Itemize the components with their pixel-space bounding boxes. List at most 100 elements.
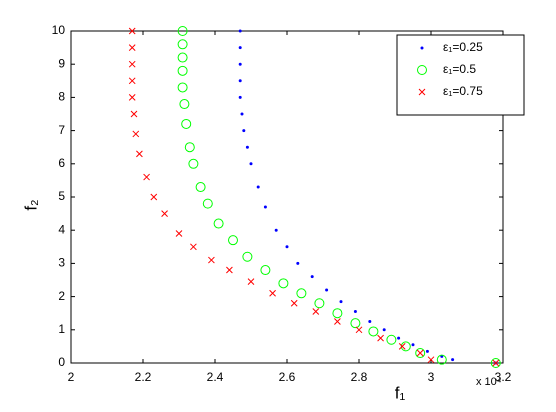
- point: [350, 318, 361, 329]
- point: [436, 354, 447, 365]
- point: [400, 341, 411, 352]
- point: [425, 349, 429, 353]
- point: [177, 82, 188, 93]
- point: [213, 218, 224, 229]
- point: [332, 308, 343, 319]
- point: [188, 158, 199, 169]
- point: [128, 94, 136, 101]
- legend-marker: [417, 65, 427, 75]
- y-tick-label: 6: [58, 156, 65, 170]
- y-tick-label: 8: [58, 90, 65, 104]
- point: [285, 245, 289, 249]
- point: [411, 343, 415, 347]
- point: [128, 44, 136, 51]
- point: [290, 299, 298, 307]
- point: [269, 289, 276, 297]
- point: [353, 310, 357, 314]
- point: [238, 46, 242, 50]
- y-tick-label: 2: [58, 289, 65, 303]
- point: [177, 39, 188, 50]
- x-tick-label: 2.8: [351, 370, 368, 384]
- point: [128, 77, 136, 85]
- point: [179, 99, 190, 110]
- y-tick-label: 7: [58, 123, 65, 137]
- y-axis-label: f₂: [21, 199, 40, 210]
- legend-marker: [420, 46, 424, 50]
- point: [247, 278, 255, 286]
- point: [208, 256, 215, 264]
- point: [310, 275, 314, 279]
- point: [386, 334, 397, 345]
- x-axis-label: f₁: [395, 383, 406, 402]
- point: [130, 110, 138, 118]
- point: [274, 228, 278, 232]
- point: [128, 27, 136, 35]
- point: [136, 150, 143, 158]
- y-tick-label: 9: [58, 56, 65, 70]
- point: [202, 198, 213, 209]
- y-tick-label: 5: [58, 189, 65, 203]
- point: [377, 334, 384, 342]
- point: [260, 265, 271, 276]
- x-tick-label: 3.2: [495, 370, 512, 384]
- point: [249, 162, 253, 166]
- point: [368, 320, 372, 323]
- x-tick-label: 2.4: [207, 370, 224, 384]
- point: [240, 112, 244, 116]
- point: [398, 343, 406, 350]
- point: [128, 60, 136, 68]
- point: [181, 118, 192, 129]
- point: [296, 288, 307, 299]
- point: [490, 358, 501, 368]
- point: [314, 298, 325, 309]
- point: [416, 349, 424, 357]
- point: [177, 52, 188, 63]
- point: [132, 130, 140, 138]
- point: [397, 336, 401, 340]
- legend-box: [396, 34, 525, 116]
- point: [242, 129, 246, 133]
- legend-label: ε₁=0.25: [443, 40, 483, 54]
- point: [492, 359, 500, 367]
- point: [368, 326, 379, 337]
- x-tick-label: 3: [428, 370, 435, 384]
- x-tick-label: 2.6: [279, 370, 296, 384]
- x-tick-label: 2: [68, 370, 75, 384]
- point: [177, 65, 188, 76]
- legend-label: ε₁=0.75: [443, 84, 483, 98]
- point: [325, 288, 329, 292]
- point: [195, 182, 206, 193]
- y-tick-label: 10: [52, 23, 66, 37]
- y-tick-label: 0: [58, 355, 65, 369]
- point: [184, 142, 195, 153]
- point: [228, 235, 238, 246]
- point: [355, 326, 363, 334]
- point: [175, 230, 183, 237]
- point: [334, 318, 341, 325]
- point: [143, 173, 150, 181]
- point: [263, 205, 267, 209]
- point: [150, 193, 158, 201]
- x-tick-label: 2.2: [135, 370, 152, 384]
- point: [415, 348, 426, 359]
- point: [226, 266, 233, 274]
- point: [339, 300, 343, 304]
- point: [238, 95, 242, 99]
- y-tick-label: 4: [58, 222, 65, 236]
- point: [245, 145, 249, 149]
- point: [296, 261, 300, 265]
- point: [451, 358, 455, 362]
- point: [382, 328, 386, 332]
- x-multiplier: x 10⁴: [476, 376, 502, 388]
- y-tick-label: 3: [58, 256, 65, 270]
- point: [238, 79, 242, 83]
- point: [312, 308, 320, 315]
- point: [190, 243, 197, 251]
- point: [161, 210, 168, 217]
- point: [278, 278, 289, 289]
- point: [242, 251, 253, 262]
- legend-marker: [418, 88, 426, 96]
- point: [177, 26, 188, 36]
